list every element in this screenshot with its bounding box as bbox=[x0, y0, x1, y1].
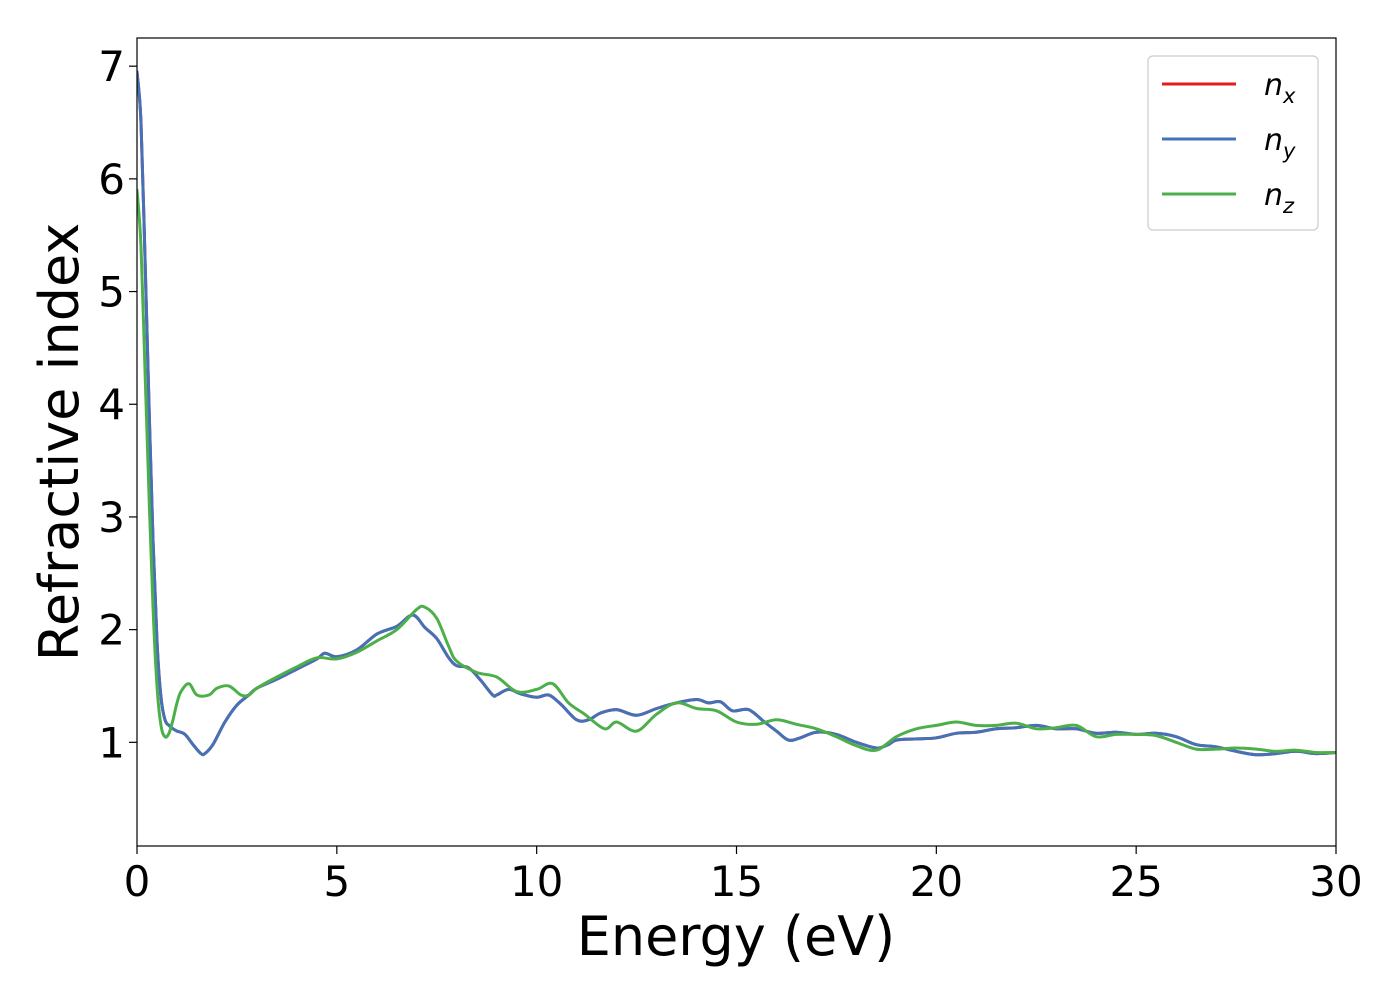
y-tick-label: 3 bbox=[98, 493, 125, 542]
x-tick-label: 0 bbox=[124, 857, 151, 906]
y-tick-label: 7 bbox=[98, 42, 125, 91]
y-tick-label: 1 bbox=[98, 718, 125, 767]
legend-label-y: ny bbox=[1264, 123, 1296, 163]
legend-label-x: nx bbox=[1264, 68, 1296, 108]
y-tick-label: 6 bbox=[98, 155, 125, 204]
legend-box bbox=[1147, 55, 1319, 231]
y-tick-label: 2 bbox=[98, 606, 125, 655]
x-axis-label: Energy (eV) bbox=[577, 905, 896, 968]
legend: nx ny nz bbox=[1147, 55, 1319, 231]
x-tick-label: 10 bbox=[510, 857, 563, 906]
series-lines bbox=[137, 70, 1336, 757]
axes: 0 5 10 15 20 25 30 1 2 3 4 5 6 7 bbox=[98, 37, 1363, 906]
plot-area bbox=[137, 70, 1336, 757]
y-tick-label: 5 bbox=[98, 268, 125, 317]
x-tick-label: 15 bbox=[710, 857, 763, 906]
x-tick-label: 25 bbox=[1109, 857, 1162, 906]
y-tick-label: 4 bbox=[98, 380, 125, 429]
y-axis-label: Refractive index bbox=[28, 223, 91, 662]
x-tick-label: 20 bbox=[910, 857, 963, 906]
x-tick-label: 30 bbox=[1309, 857, 1362, 906]
legend-label-z: nz bbox=[1264, 178, 1295, 218]
x-tick-label: 5 bbox=[323, 857, 350, 906]
series-line-z bbox=[137, 188, 1336, 755]
